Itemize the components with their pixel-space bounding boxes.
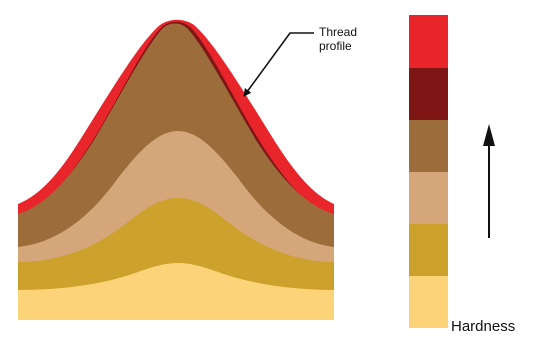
thread-profile-label-line1: Thread [319,25,358,39]
arrow-icon [243,32,314,97]
thread-profile-label: Thread profile [319,25,358,54]
scale-level-dark-band [409,68,448,120]
up-arrow-icon [483,124,495,238]
scale-level-outer-case [409,15,448,68]
scale-level-core [409,276,448,328]
thread-profile-label-line2: profile [319,38,352,53]
hardness-scale [409,15,448,328]
scale-level-mustard [409,224,448,276]
scale-level-mid-brown [409,120,448,172]
hardness-label: Hardness [451,318,516,335]
layer-core [18,263,334,320]
scale-level-light-tan [409,172,448,224]
